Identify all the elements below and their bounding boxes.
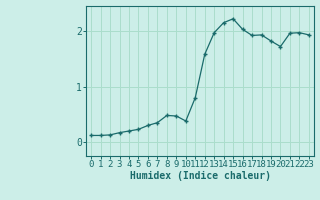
- X-axis label: Humidex (Indice chaleur): Humidex (Indice chaleur): [130, 171, 270, 181]
